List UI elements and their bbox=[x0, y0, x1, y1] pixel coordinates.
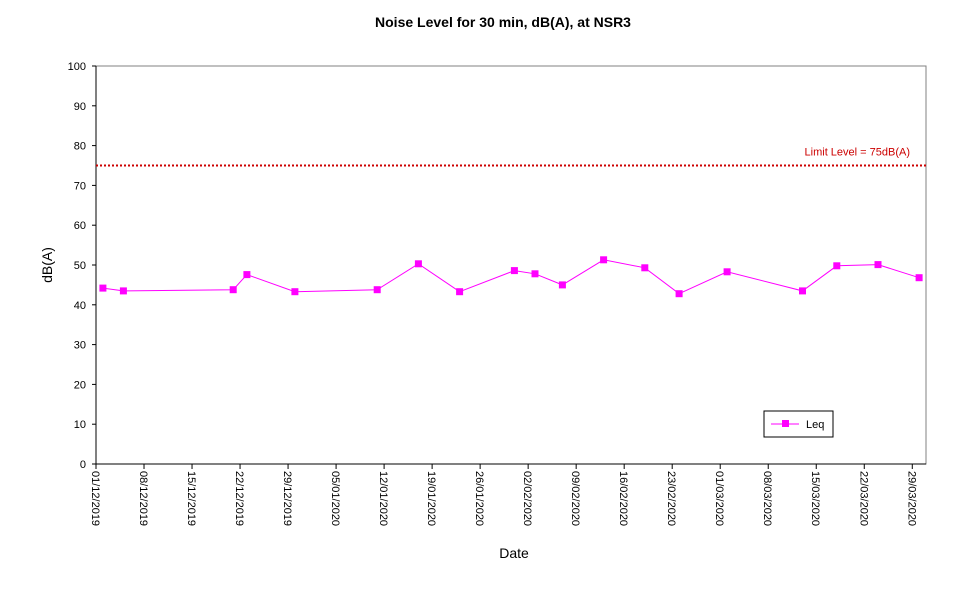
y-tick-label: 70 bbox=[74, 180, 86, 192]
y-axis-title: dB(A) bbox=[39, 247, 55, 283]
y-axis: 0 10 20 30 40 50 60 70 80 90 100 bbox=[68, 61, 97, 471]
y-tick-label: 60 bbox=[74, 220, 86, 232]
x-tick-label: 29/12/2019 bbox=[281, 471, 293, 526]
data-point bbox=[243, 271, 251, 279]
x-tick-label: 02/02/2020 bbox=[521, 471, 533, 526]
y-tick-label: 20 bbox=[74, 379, 86, 391]
chart-title: Noise Level for 30 min, dB(A), at NSR3 bbox=[375, 14, 631, 30]
x-tick-label: 29/03/2020 bbox=[905, 471, 917, 526]
series-layer bbox=[99, 256, 923, 298]
y-tick-label: 80 bbox=[74, 141, 86, 153]
data-point bbox=[414, 260, 422, 268]
data-point bbox=[291, 288, 299, 296]
y-tick-label: 10 bbox=[74, 419, 86, 431]
x-tick-label: 22/12/2019 bbox=[233, 471, 245, 526]
x-tick-label: 15/12/2019 bbox=[185, 471, 197, 526]
x-tick-label: 08/12/2019 bbox=[137, 471, 149, 526]
limit-level-label: Limit Level = 75dB(A) bbox=[805, 147, 910, 159]
data-point bbox=[600, 256, 608, 264]
y-tick-label: 30 bbox=[74, 340, 86, 352]
plot-area bbox=[95, 65, 927, 465]
x-tick-label: 26/01/2020 bbox=[473, 471, 485, 526]
y-tick-label: 0 bbox=[80, 459, 86, 471]
x-tick-label: 12/01/2020 bbox=[377, 471, 389, 526]
data-point bbox=[675, 290, 683, 298]
data-point bbox=[874, 261, 882, 269]
legend: Leq bbox=[763, 410, 834, 438]
x-tick-label: 19/01/2020 bbox=[425, 471, 437, 526]
x-tick-label: 09/02/2020 bbox=[569, 471, 581, 526]
x-tick-label: 16/02/2020 bbox=[617, 471, 629, 526]
data-point bbox=[558, 281, 566, 289]
data-point bbox=[456, 288, 464, 296]
data-point bbox=[510, 267, 518, 275]
data-point bbox=[99, 284, 107, 292]
data-point bbox=[229, 286, 237, 294]
data-point bbox=[119, 287, 127, 295]
x-tick-label: 01/03/2020 bbox=[713, 471, 725, 526]
x-axis-title: Date bbox=[499, 545, 529, 561]
data-point bbox=[799, 287, 806, 295]
x-tick-label: 08/03/2020 bbox=[761, 471, 773, 526]
data-point bbox=[531, 270, 539, 278]
data-point bbox=[723, 268, 731, 276]
x-tick-label: 15/03/2020 bbox=[809, 471, 821, 526]
y-tick-label: 90 bbox=[74, 101, 86, 113]
x-tick-label: 01/12/2019 bbox=[89, 471, 101, 526]
y-tick-label: 50 bbox=[74, 260, 86, 272]
data-point bbox=[641, 264, 649, 272]
x-axis: 01/12/2019 08/12/2019 15/12/2019 22/12/2019… bbox=[89, 463, 926, 526]
data-point bbox=[915, 274, 923, 282]
y-tick-label: 100 bbox=[68, 61, 86, 73]
reference-lines: Limit Level = 75dB(A) bbox=[96, 147, 926, 167]
x-tick-label: 22/03/2020 bbox=[857, 471, 869, 526]
y-tick-label: 40 bbox=[74, 300, 86, 312]
data-point bbox=[373, 286, 381, 294]
x-tick-label: 05/01/2020 bbox=[329, 471, 341, 526]
legend-marker bbox=[782, 420, 789, 427]
data-point bbox=[833, 262, 841, 270]
x-tick-label: 23/02/2020 bbox=[665, 471, 677, 526]
legend-label: Leq bbox=[806, 419, 824, 431]
